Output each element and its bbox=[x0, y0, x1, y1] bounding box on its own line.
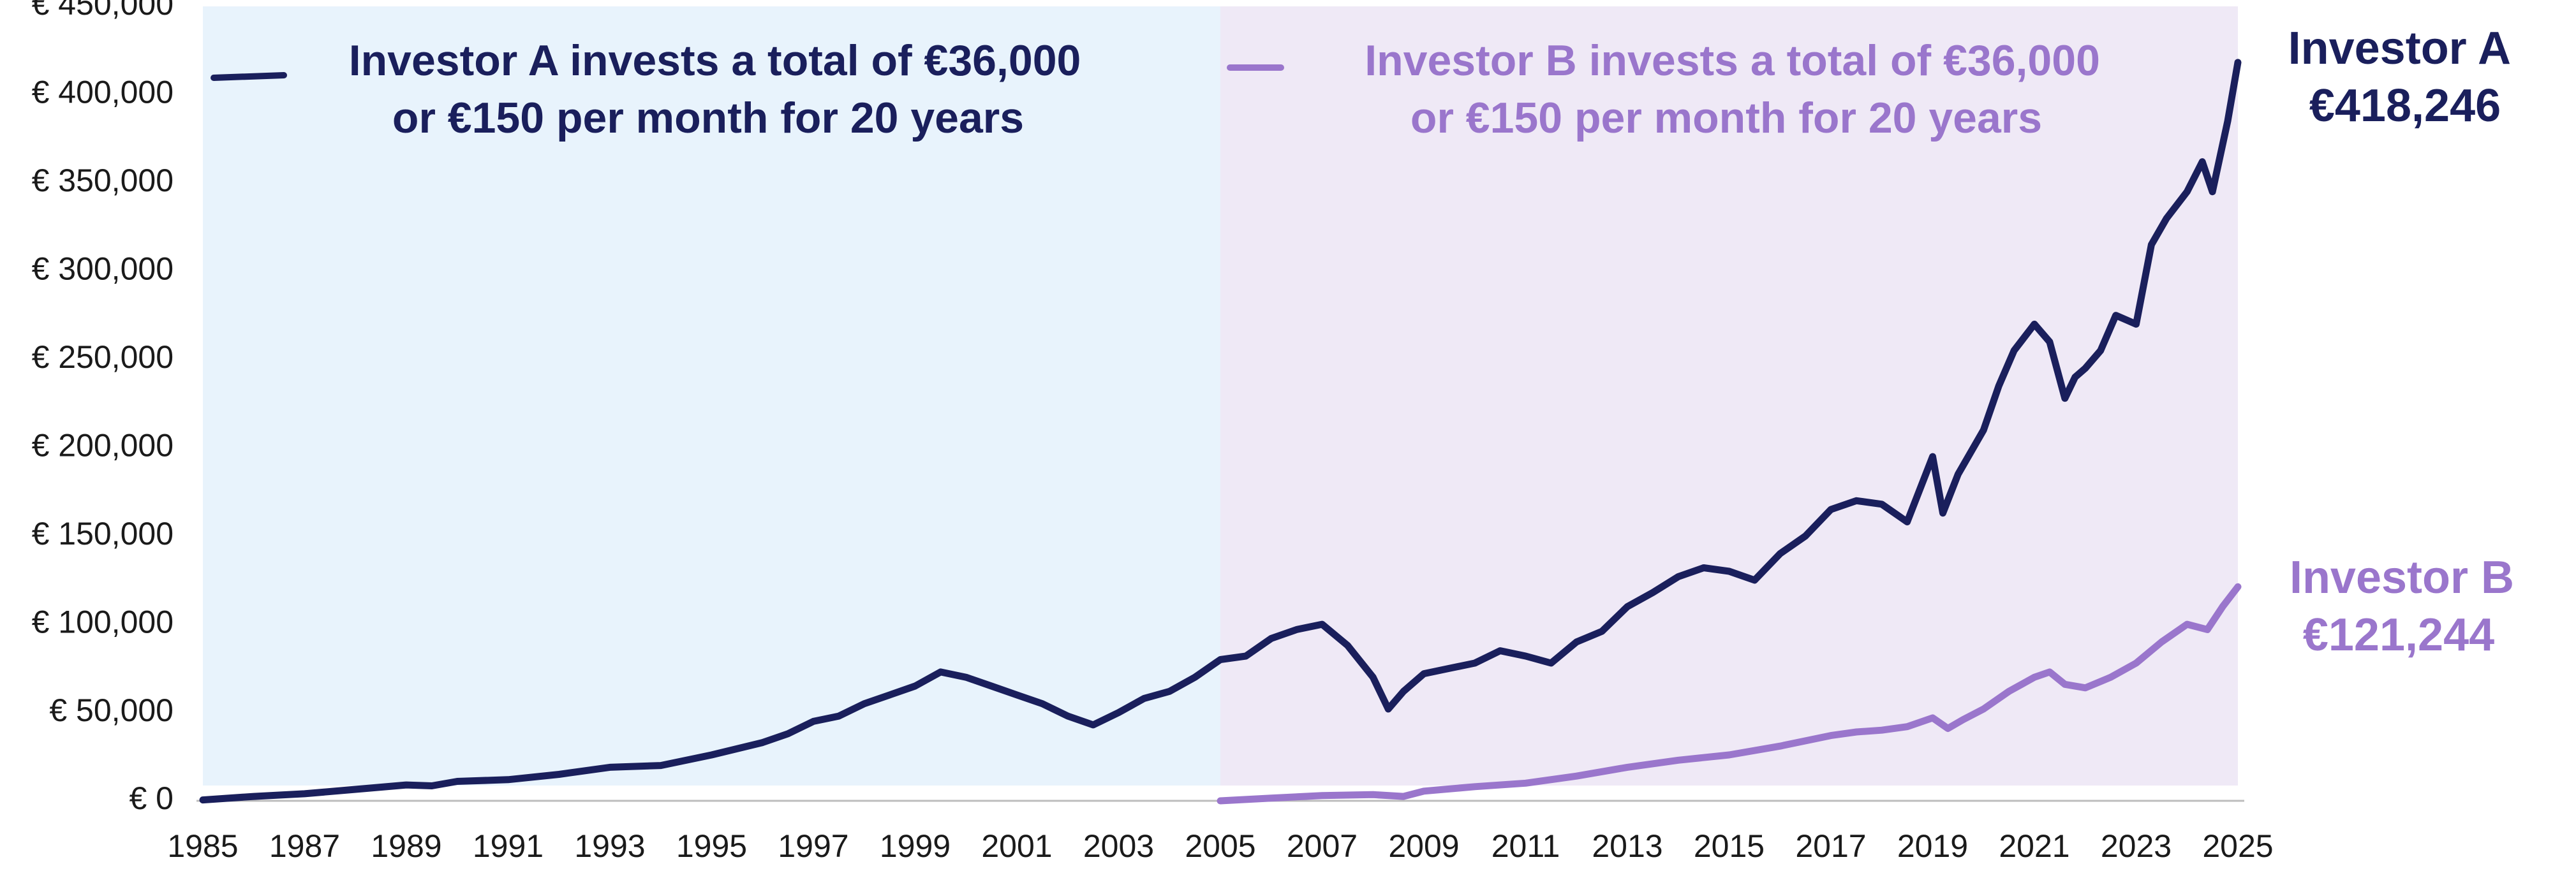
y-tick-label: € 400,000 bbox=[32, 75, 174, 110]
x-tick-label: 1997 bbox=[778, 828, 848, 864]
x-tick-label: 2021 bbox=[1999, 828, 2069, 864]
series-line-investor-b bbox=[1217, 583, 2242, 805]
series-line-investor-a bbox=[199, 59, 2242, 804]
x-tick-label: 2015 bbox=[1694, 828, 1765, 864]
x-tick-label: 2025 bbox=[2202, 828, 2273, 864]
x-tick-label: 2011 bbox=[1492, 828, 1560, 864]
x-tick-label: 1989 bbox=[371, 828, 441, 864]
x-tick-label: 2003 bbox=[1083, 828, 1154, 864]
x-tick-label: 1987 bbox=[269, 828, 340, 864]
investor-a-annotation-line-2: or €150 per month for 20 years bbox=[392, 94, 1024, 142]
investor-b-end-label: Investor B €121,244 bbox=[2290, 552, 2527, 661]
y-tick-label: € 450,000 bbox=[32, 0, 174, 22]
x-tick-label: 1991 bbox=[473, 828, 544, 864]
x-tick-label: 1999 bbox=[880, 828, 951, 864]
investor-b-name: Investor B bbox=[2290, 552, 2514, 603]
y-axis-ticks: € 0 € 50,000 € 100,000 € 150,000 € 200,000 € … bbox=[32, 0, 174, 816]
x-tick-label: 2005 bbox=[1185, 828, 1255, 864]
x-tick-label: 1995 bbox=[676, 828, 747, 864]
x-tick-label: 2013 bbox=[1592, 828, 1662, 864]
end-labels: Investor A €418,246 Investor B €121,244 bbox=[2288, 23, 2527, 661]
x-tick-label: 1985 bbox=[167, 828, 238, 864]
x-tick-label: 2009 bbox=[1388, 828, 1459, 864]
investor-b-annotation-line-2: or €150 per month for 20 years bbox=[1410, 94, 2042, 142]
investor-b-annotation-line-1: Investor B invests a total of €36,000 bbox=[1365, 36, 2100, 85]
investor-a-end-label: Investor A €418,246 bbox=[2288, 23, 2522, 131]
investor-b-final-value: €121,244 bbox=[2303, 610, 2494, 661]
annotations: Investor A invests a total of €36,000 or… bbox=[211, 36, 2112, 142]
x-tick-label: 2019 bbox=[1897, 828, 1968, 864]
y-tick-label: € 0 bbox=[129, 780, 174, 816]
x-tick-label: 1993 bbox=[574, 828, 645, 864]
y-tick-label: € 300,000 bbox=[32, 251, 174, 287]
shaded-region-1 bbox=[203, 6, 1220, 786]
investor-a-annotation: Investor A invests a total of €36,000 or… bbox=[349, 36, 1093, 142]
x-tick-label: 2023 bbox=[2101, 828, 2172, 864]
y-tick-label: € 350,000 bbox=[32, 163, 174, 198]
x-tick-label: 2007 bbox=[1287, 828, 1358, 864]
y-tick-label: € 150,000 bbox=[32, 516, 174, 552]
x-tick-label: 2017 bbox=[1795, 828, 1866, 864]
y-tick-label: € 200,000 bbox=[32, 427, 174, 463]
investor-a-annotation-swatch bbox=[211, 72, 287, 81]
investor-a-annotation-line-1: Investor A invests a total of €36,000 bbox=[349, 36, 1081, 85]
y-tick-label: € 50,000 bbox=[49, 692, 174, 728]
series-lines bbox=[199, 59, 2242, 805]
y-tick-label: € 250,000 bbox=[32, 339, 174, 375]
x-tick-label: 2001 bbox=[981, 828, 1052, 864]
x-axis-ticks: 1985 1987 1989 1991 1993 1995 1997 1999 2001 2003… bbox=[167, 828, 2273, 864]
y-tick-label: € 100,000 bbox=[32, 604, 174, 640]
investor-a-name: Investor A bbox=[2288, 23, 2510, 74]
investor-a-final-value: €418,246 bbox=[2309, 80, 2501, 131]
investor-b-annotation: Investor B invests a total of €36,000 or… bbox=[1365, 36, 2112, 142]
